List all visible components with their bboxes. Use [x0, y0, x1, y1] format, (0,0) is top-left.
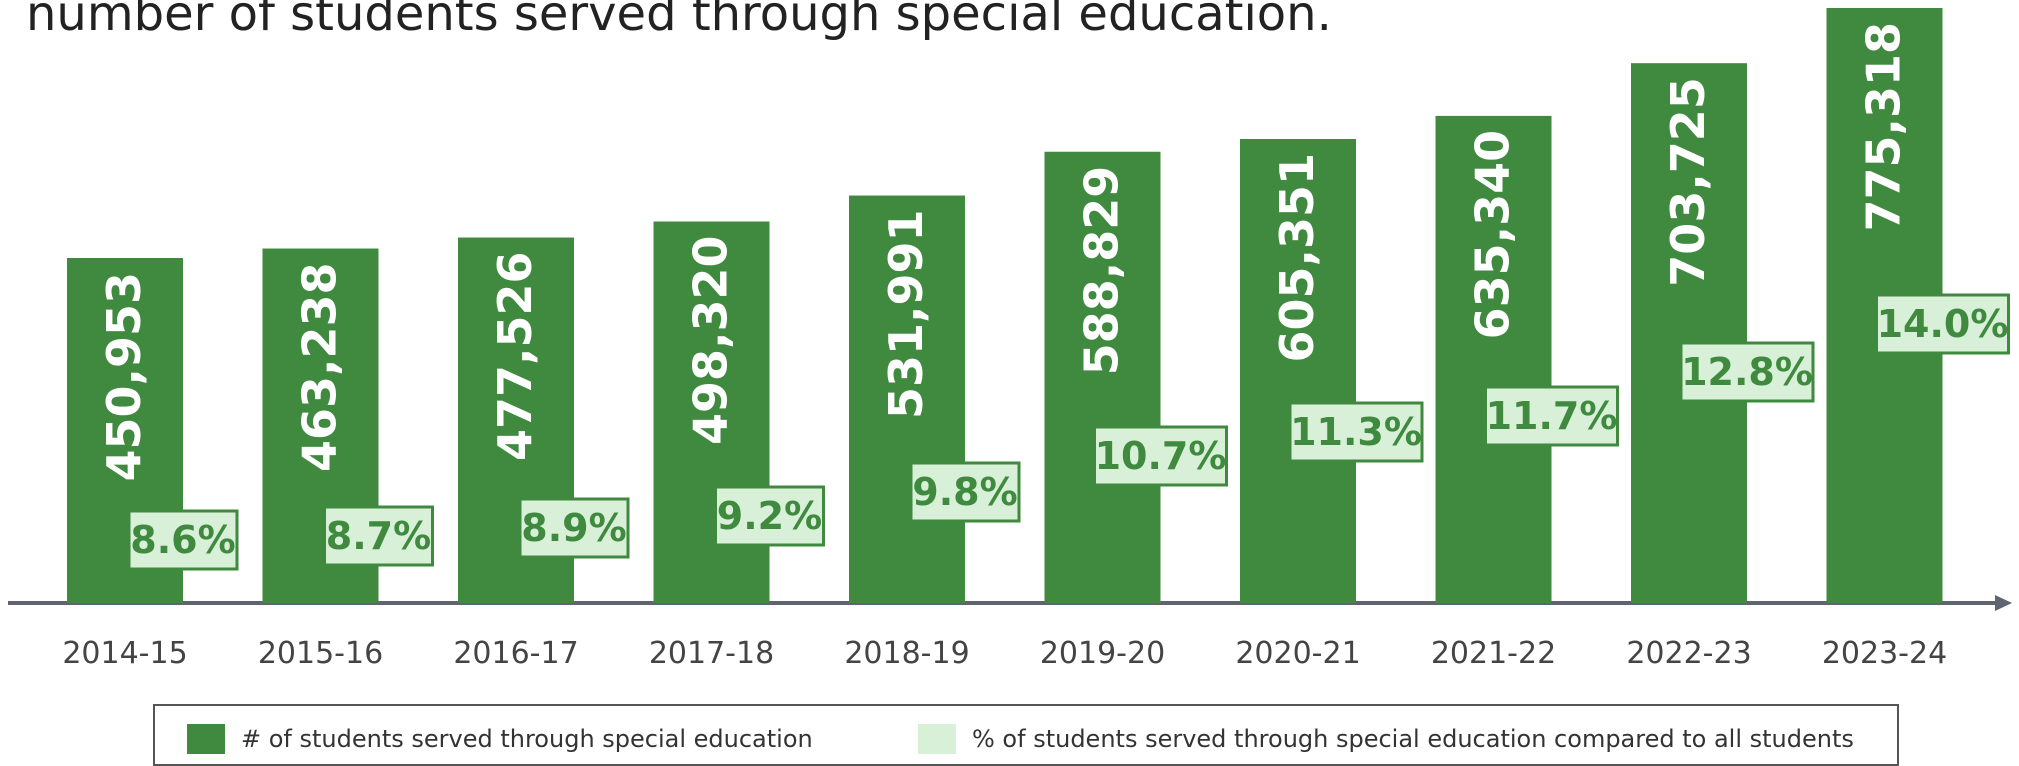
percent-label: 12.8% — [1681, 350, 1813, 394]
legend-swatch-percent — [918, 724, 956, 754]
bar-value-label: 605,351 — [1270, 153, 1324, 363]
percent-label-box — [1679, 341, 1815, 403]
bar — [1631, 63, 1747, 604]
percent-label: 14.0% — [1877, 302, 2009, 346]
x-tick-label: 2014-15 — [62, 636, 187, 671]
percent-label-box — [714, 485, 825, 547]
percent-label-box — [127, 509, 239, 571]
bar — [1435, 115, 1552, 604]
bar — [1240, 138, 1356, 603]
x-tick-label: 2020-21 — [1235, 636, 1360, 671]
legend-item-percent: % of students served through special edu… — [918, 724, 1854, 754]
percent-label: 11.7% — [1486, 394, 1618, 438]
bar-value-label: 450,953 — [97, 272, 151, 482]
bar-chart: 450,953 8.6% 2014-15 463,238 8.7% 2015-16 477,… — [8, 8, 2012, 671]
percent-label: 9.2% — [717, 494, 822, 538]
x-axis-arrow-icon — [1995, 595, 2012, 611]
legend-label-count: # of students served through special edu… — [241, 725, 813, 753]
percent-label-box — [1288, 401, 1424, 463]
percent-label-box — [909, 461, 1021, 523]
x-tick-label: 2017-18 — [649, 636, 774, 671]
percent-label-box — [1875, 293, 2010, 355]
bar-value-label: 635,340 — [1466, 130, 1520, 340]
percent-label-box — [518, 497, 630, 559]
bar — [849, 195, 965, 603]
percent-label: 8.9% — [521, 506, 626, 550]
x-tick-label: 2016-17 — [453, 636, 578, 671]
x-tick-label: 2019-20 — [1040, 636, 1165, 671]
percent-label: 9.8% — [912, 470, 1017, 514]
legend: # of students served through special edu… — [153, 704, 1899, 766]
percent-label: 8.7% — [326, 514, 431, 558]
x-tick-label: 2022-23 — [1626, 636, 1751, 671]
bar-value-label: 477,526 — [488, 252, 542, 462]
x-tick-label: 2021-22 — [1431, 636, 1556, 671]
x-tick-label: 2023-24 — [1822, 636, 1947, 671]
percent-label-box — [323, 505, 434, 567]
bar-value-label: 531,991 — [879, 210, 933, 420]
x-tick-label: 2018-19 — [844, 636, 969, 671]
percent-label: 8.6% — [130, 518, 235, 562]
chart-title: number of students served through specia… — [26, 0, 1332, 42]
bar-value-label: 703,725 — [1661, 77, 1715, 287]
bar-value-label: 588,829 — [1075, 166, 1129, 376]
bar-value-label: 463,238 — [293, 263, 347, 473]
percent-label-box — [1093, 425, 1228, 487]
legend-swatch-count — [187, 724, 225, 754]
percent-label: 11.3% — [1290, 410, 1422, 454]
legend-label-percent: % of students served through special edu… — [972, 725, 1854, 753]
x-tick-label: 2015-16 — [258, 636, 383, 671]
bar-value-label: 775,318 — [1857, 22, 1911, 232]
percent-label-box — [1484, 385, 1619, 447]
percent-label: 10.7% — [1095, 434, 1227, 478]
bar-value-label: 498,320 — [684, 235, 738, 445]
bar — [1044, 151, 1161, 603]
legend-item-count: # of students served through special edu… — [187, 724, 813, 754]
